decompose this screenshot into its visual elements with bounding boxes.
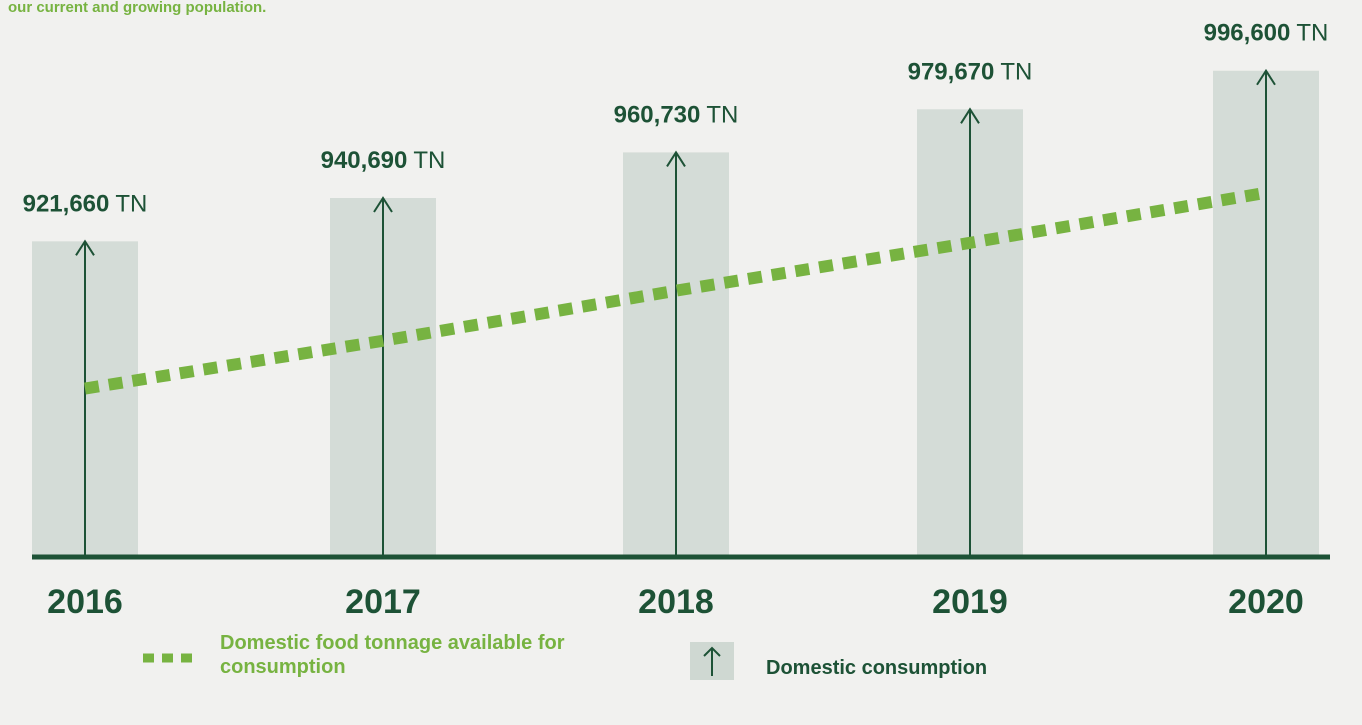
x-tick-label: 2020 [1228,583,1304,621]
value-number: 940,690 [321,147,408,174]
arrow [1256,68,1276,557]
value-label: 940,690 TN [321,147,446,174]
value-label: 960,730 TN [614,101,739,128]
arrow [75,239,95,557]
arrow [373,196,393,557]
x-tick-label: 2019 [932,583,1008,621]
value-label: 979,670 TN [908,58,1033,85]
trend-line [84,186,1268,395]
arrow [960,107,980,557]
value-number: 960,730 [614,101,701,128]
x-tick-label: 2017 [345,583,421,621]
legend-arrow [703,646,721,676]
value-unit: TN [413,147,445,174]
arrow [666,150,686,557]
value-unit: TN [115,190,147,217]
value-number: 996,600 [1204,20,1291,47]
value-unit: TN [1296,20,1328,47]
intro-text: our current and growing population. [8,0,266,16]
x-tick-label: 2016 [47,583,123,621]
value-label: 996,600 TN [1204,20,1329,47]
value-unit: TN [1000,58,1032,85]
legend-bar-label: Domestic consumption [766,657,988,679]
value-unit: TN [706,101,738,128]
value-number: 921,660 [23,190,110,217]
legend-line-label: Domestic food tonnage available for cons… [220,632,565,678]
value-label: 921,660 TN [23,190,148,217]
value-number: 979,670 [908,58,995,85]
x-tick-label: 2018 [638,583,714,621]
